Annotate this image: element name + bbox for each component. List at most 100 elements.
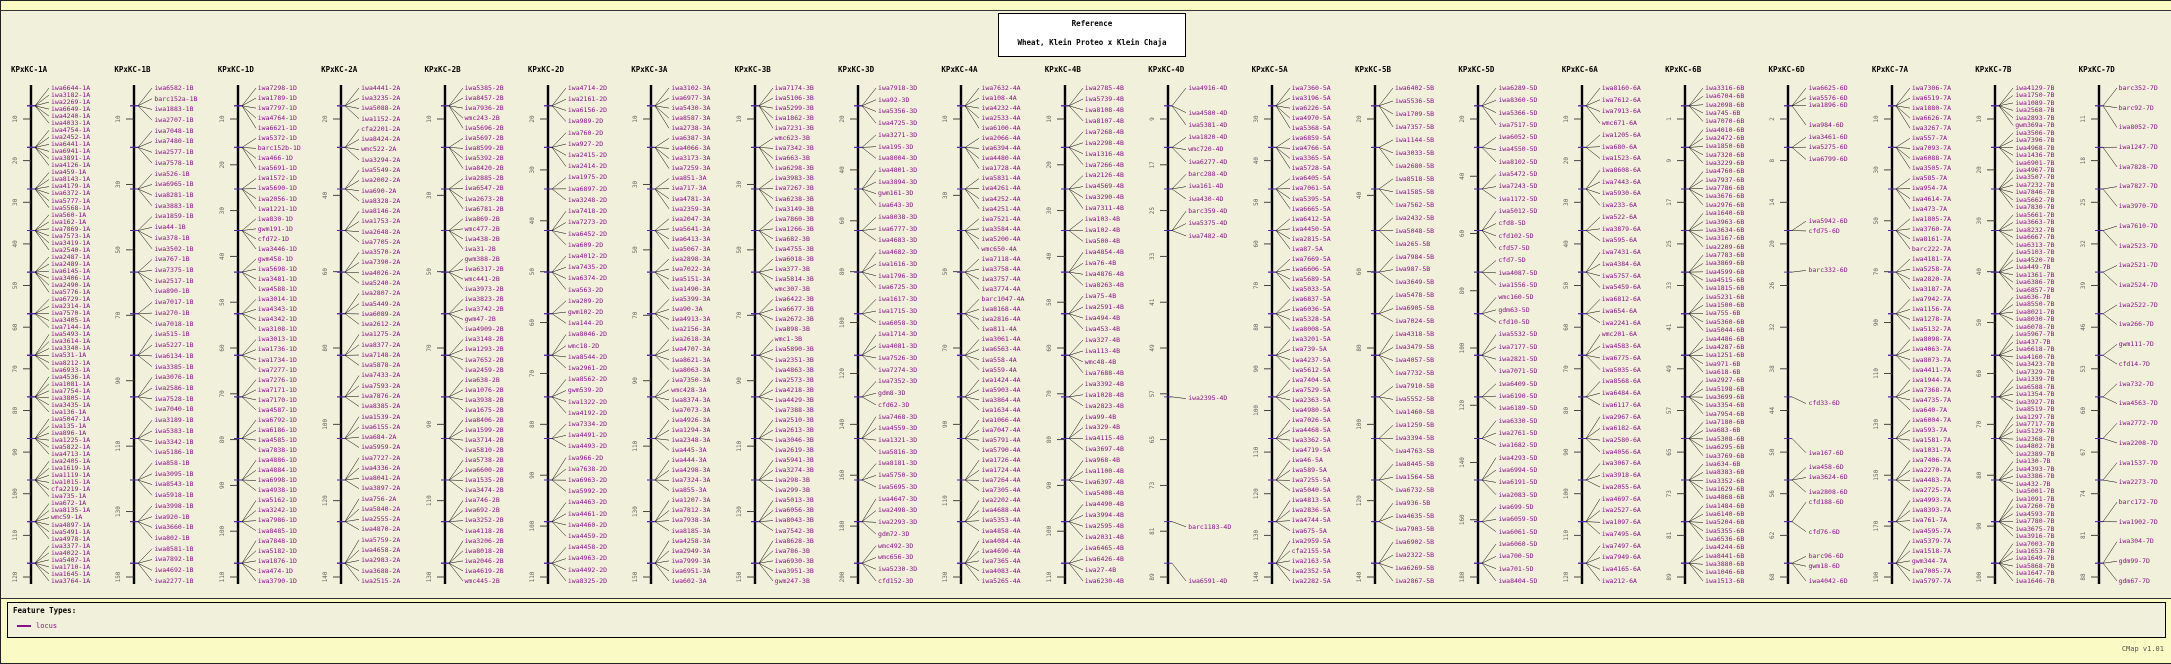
- locus-connector-line: [1896, 397, 1910, 410]
- locus-connector-line: [345, 480, 359, 489]
- ruler-label: 80: [1253, 323, 1260, 331]
- locus-connector-line: [345, 170, 359, 189]
- ruler-label: 44: [1769, 406, 1776, 414]
- locus-connector-line: [759, 272, 773, 279]
- locus-connector-line: [449, 350, 463, 356]
- locus-connector-line: [759, 460, 773, 480]
- locus-connector-line: [345, 550, 359, 563]
- locus-connector-line: [759, 219, 773, 231]
- locus-connector-line: [759, 179, 773, 189]
- locus-connector-line: [449, 438, 463, 450]
- locus-connector-line: [1999, 514, 2013, 522]
- locus-connector-line: [1482, 314, 1496, 322]
- locus-connector-line: [1482, 189, 1496, 199]
- locus-connector-line: [1896, 147, 1910, 148]
- map-title: KPxKC-2D: [528, 65, 564, 74]
- ruler-label: 20: [1769, 240, 1776, 248]
- locus-connector-line: [759, 480, 773, 490]
- map-title: KPxKC-7D: [2079, 65, 2115, 74]
- locus-connector-line: [345, 263, 359, 273]
- locus-connector-line: [1276, 470, 1290, 480]
- locus-connector-line: [655, 189, 669, 209]
- locus-connector-line: [35, 271, 49, 272]
- ruler-label: 180: [1459, 571, 1466, 582]
- locus-connector-line: [242, 563, 256, 581]
- locus-connector-line: [345, 396, 359, 397]
- locus-connector-line: [1689, 480, 1703, 497]
- locus-connector-line: [35, 438, 49, 454]
- ruler-label: 80: [839, 268, 846, 276]
- locus-connector-line: [655, 522, 669, 531]
- locus-connector-line: [449, 470, 463, 480]
- locus-connector-line: [449, 147, 463, 158]
- map-title: KPxKC-7B: [1975, 65, 2011, 74]
- locus-connector-line: [1276, 438, 1290, 440]
- locus-connector-line: [242, 390, 256, 397]
- locus-connector-line: [759, 340, 773, 356]
- ruler-label: 100: [839, 317, 846, 328]
- locus-connector-line: [1586, 88, 1600, 106]
- locus-connector-line: [965, 350, 979, 356]
- ruler-label: 90: [1976, 522, 1983, 530]
- locus-connector-line: [655, 147, 669, 168]
- locus-connector-line: [1999, 438, 2013, 439]
- locus-connector-line: [1689, 422, 1703, 438]
- locus-connector-line: [1896, 88, 1910, 106]
- locus-connector-line: [1379, 272, 1393, 282]
- locus-connector-line: [1792, 438, 1806, 452]
- ruler-label: 30: [942, 191, 949, 199]
- locus-connector-line: [965, 147, 979, 168]
- ruler-label: 30: [219, 207, 226, 215]
- locus-connector-line: [1896, 106, 1910, 128]
- locus-connector-line: [965, 269, 979, 272]
- locus-connector-line: [242, 420, 256, 438]
- locus-connector-line: [1689, 146, 1703, 147]
- locus-connector-line: [35, 272, 49, 285]
- locus-connector-line: [655, 229, 669, 231]
- locus-connector-line: [1482, 396, 1496, 397]
- ruler-label: 80: [1563, 406, 1570, 414]
- locus-connector-line: [655, 314, 669, 320]
- ruler-label: 100: [1976, 571, 1983, 582]
- locus-connector-line: [2103, 384, 2117, 397]
- locus-connector-line: [242, 501, 256, 522]
- ruler-label: 25: [1149, 207, 1156, 215]
- locus-connector-line: [1896, 380, 1910, 397]
- map-title: KPxKC-6B: [1665, 65, 1701, 74]
- locus-connector-line: [1792, 556, 1806, 563]
- locus-connector-line: [1069, 563, 1083, 581]
- locus-connector-line: [1689, 106, 1703, 113]
- locus-connector-line: [1689, 522, 1703, 531]
- locus-connector-line: [1896, 350, 1910, 356]
- locus-connector-line: [138, 549, 152, 563]
- locus-connector-line: [1276, 397, 1290, 410]
- locus-connector-line: [1999, 231, 2013, 238]
- locus-connector-line: [1482, 507, 1496, 522]
- ruler-label: 120: [1563, 571, 1570, 582]
- locus-connector-line: [242, 231, 256, 239]
- locus-connector-line: [965, 470, 979, 480]
- locus-connector-line: [449, 380, 463, 397]
- locus-connector-line: [242, 397, 256, 410]
- locus-connector-line: [965, 147, 979, 148]
- locus-connector-line: [1482, 224, 1496, 231]
- locus-connector-line: [1896, 138, 1910, 147]
- ruler-label: 50: [1253, 198, 1260, 206]
- ruler-label: 50: [426, 268, 433, 276]
- locus-connector-line: [345, 397, 359, 407]
- ruler-label: 110: [942, 495, 949, 506]
- locus-connector-line: [1276, 229, 1290, 231]
- locus-connector-line: [449, 229, 463, 231]
- ruler-label: 70: [426, 344, 433, 352]
- locus-connector-line: [1172, 522, 1186, 527]
- locus-connector-line: [1689, 305, 1703, 313]
- legend-item-locus: locus: [17, 622, 57, 630]
- locus-connector-line: [138, 563, 152, 581]
- locus-connector-line: [1999, 215, 2013, 231]
- locus-connector-line: [862, 272, 876, 287]
- locus-connector-line: [1792, 137, 1806, 147]
